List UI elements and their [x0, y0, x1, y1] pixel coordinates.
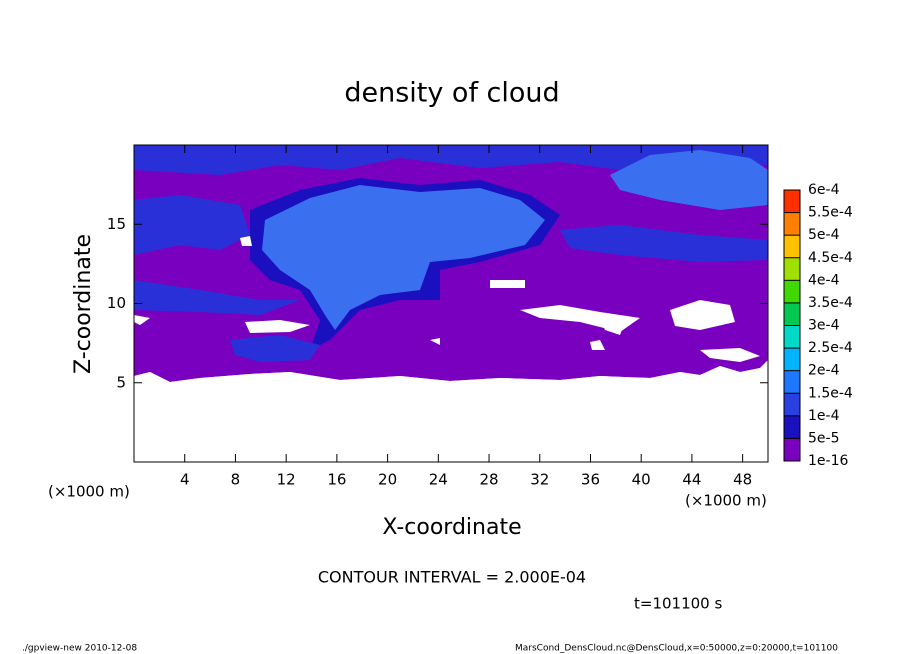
- footer-right: MarsCond_DensCloud.nc@DensCloud,x=0:5000…: [515, 644, 838, 654]
- x-axis-label: X-coordinate: [382, 515, 521, 540]
- colorbar-label: 6e-4: [808, 182, 840, 198]
- x-tick-label: 44: [682, 471, 701, 489]
- colorbar-segment: [784, 190, 800, 213]
- colorbar-segment: [784, 348, 800, 371]
- contour-interval: CONTOUR INTERVAL = 2.000E-04: [318, 568, 586, 587]
- colorbar-segment: [784, 325, 800, 349]
- colorbar-segment: [784, 393, 800, 416]
- colorbar-segment: [784, 212, 800, 236]
- x-unit: (×1000 m): [685, 492, 767, 510]
- colorbar-label: 2e-4: [808, 363, 840, 379]
- x-tick-label: 20: [378, 471, 397, 489]
- colorbar-label: 5e-5: [808, 430, 839, 446]
- colorbar-label: 5.5e-4: [808, 205, 853, 221]
- colorbar-label: 1.5e-4: [808, 385, 853, 401]
- colorbar-segment: [784, 302, 800, 326]
- x-tick-label: 28: [479, 471, 498, 489]
- x-tick-label: 24: [429, 471, 448, 489]
- x-tick-label: 8: [231, 471, 241, 489]
- colorbar-segment: [784, 280, 800, 303]
- colorbar-segment: [784, 438, 800, 461]
- colorbar-label: 4.5e-4: [808, 250, 853, 266]
- y-tick-label: 15: [107, 215, 126, 233]
- x-tick-label: 36: [581, 471, 600, 489]
- chart-title: density of cloud: [344, 78, 559, 109]
- colorbar-frame: [783, 189, 801, 462]
- colorbar-label: 3e-4: [808, 318, 840, 334]
- colorbar-label: 1e-16: [808, 453, 848, 469]
- x-tick-label: 12: [277, 471, 296, 489]
- colorbar-segment: [784, 415, 800, 439]
- x-tick-label: 48: [733, 471, 752, 489]
- colorbar-segment: [784, 370, 800, 394]
- colorbar-label: 2.5e-4: [808, 340, 853, 356]
- time-label: t=101100 s: [634, 595, 722, 613]
- footer-left: ./gpview-new 2010-12-08: [22, 644, 137, 654]
- colorbar-segment: [784, 235, 800, 258]
- x-tick-label: 4: [180, 471, 190, 489]
- y-tick-label: 10: [107, 294, 126, 312]
- colorbar-label: 5e-4: [808, 227, 840, 243]
- contour-field: [134, 145, 768, 462]
- x-tick-label: 40: [632, 471, 651, 489]
- colorbar-label: 4e-4: [808, 272, 840, 288]
- y-axis-label: Z-coordinate: [71, 234, 96, 374]
- y-unit: (×1000 m): [48, 483, 130, 501]
- y-tick-label: 5: [116, 373, 126, 391]
- colorbar-label: 3.5e-4: [808, 295, 853, 311]
- colorbar-label: 1e-4: [808, 408, 840, 424]
- x-tick-label: 16: [327, 471, 346, 489]
- colorbar-segment: [784, 257, 800, 281]
- x-tick-label: 32: [530, 471, 549, 489]
